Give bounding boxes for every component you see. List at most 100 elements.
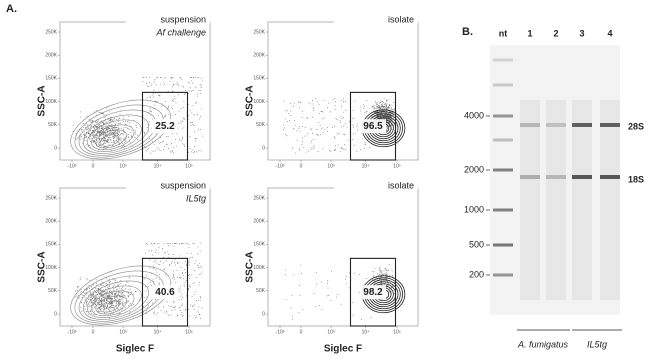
x-tick-label: 10⁴	[362, 329, 370, 335]
y-axis-label: SSC-A	[37, 85, 48, 116]
gel-band	[493, 273, 513, 277]
x-tick-label: 10⁵	[393, 329, 401, 335]
x-axis-label: Siglec F	[324, 344, 362, 355]
y-tick-label: 200K	[45, 219, 57, 225]
y-tick-label: 150K	[45, 76, 57, 82]
plot-title: suspension	[160, 14, 206, 24]
contour	[70, 99, 172, 160]
x-tick-label: 10³	[119, 329, 127, 335]
y-tick-label: 100K	[253, 99, 265, 105]
y-tick-label: 50K	[48, 288, 58, 294]
gel-band	[493, 114, 513, 118]
lane-label: 1	[527, 28, 532, 38]
lane-smear	[546, 100, 566, 300]
gel-band	[520, 123, 540, 127]
contour	[74, 104, 164, 158]
y-tick-label: 100K	[45, 265, 57, 271]
y-tick-label: 50K	[256, 122, 266, 128]
y-tick-label: 150K	[253, 76, 265, 82]
x-tick-label: 10⁵	[185, 163, 193, 169]
x-tick-label: 10⁴	[154, 163, 162, 169]
contour	[78, 275, 157, 322]
gel-band	[572, 123, 592, 127]
plot-title: suspension	[160, 180, 206, 190]
y-tick-label: 0	[54, 145, 57, 151]
panel-b-label: B.	[462, 26, 473, 38]
x-tick-label: -10³	[68, 163, 77, 169]
ladder-label: 1000	[464, 204, 484, 214]
x-tick-label: 10⁵	[393, 163, 401, 169]
gate-label-bg	[360, 119, 386, 134]
y-tick-label: 0	[262, 311, 265, 317]
contour	[82, 280, 150, 320]
gel-band	[493, 138, 513, 142]
gel-band	[546, 123, 566, 127]
gel-band	[600, 175, 620, 179]
group-label: A. fumigatus	[517, 339, 569, 349]
ladder-label: 2000	[464, 164, 484, 174]
gel-band	[493, 83, 513, 87]
ladder-label: 200	[469, 269, 484, 279]
x-tick-label: 10⁴	[154, 329, 162, 335]
y-tick-label: 150K	[45, 242, 57, 248]
lane-smear	[600, 100, 620, 300]
gel-band	[520, 175, 540, 179]
y-tick-label: 200K	[253, 53, 265, 59]
x-tick-label: 10³	[327, 163, 335, 169]
y-tick-label: 200K	[45, 53, 57, 59]
gel-band	[546, 175, 566, 179]
ladder-label: 500	[469, 239, 484, 249]
gate	[141, 257, 189, 327]
gate-value: 96.5	[363, 121, 383, 132]
x-tick-label: 10³	[327, 329, 335, 335]
gate-label-bg	[152, 285, 178, 300]
gate-value: 40.6	[155, 287, 175, 298]
gel-band	[600, 123, 620, 127]
y-axis-label: SSC-A	[245, 85, 256, 116]
gate	[141, 91, 189, 161]
x-tick-label: -10³	[276, 163, 285, 169]
gel-band	[493, 243, 513, 247]
event-dots	[72, 77, 204, 154]
x-axis-label: Siglec F	[116, 344, 154, 355]
x-tick-label: 0	[92, 163, 95, 169]
lane-smear	[520, 100, 540, 300]
lane-smear	[572, 100, 592, 300]
contour	[95, 295, 127, 315]
plot-title: isolate	[388, 180, 414, 190]
gate	[349, 91, 397, 161]
y-tick-label: 200K	[253, 219, 265, 225]
contour	[91, 290, 135, 317]
group-label: IL5tg	[587, 339, 607, 349]
y-tick-label: 0	[262, 145, 265, 151]
x-tick-label: 10⁴	[362, 163, 370, 169]
gel-band	[493, 208, 513, 212]
contour	[87, 285, 142, 318]
contour	[74, 270, 164, 324]
gel-band	[493, 58, 513, 62]
contour	[99, 134, 120, 147]
y-tick-label: 100K	[45, 99, 57, 105]
x-tick-label: 10³	[119, 163, 127, 169]
gel-band	[493, 168, 513, 172]
band-label: 18S	[628, 174, 644, 184]
x-tick-label: -10³	[276, 329, 285, 335]
y-tick-label: 50K	[48, 122, 58, 128]
plot-title: IL5tg	[186, 193, 206, 203]
gate-value: 25.2	[155, 121, 175, 132]
contour	[87, 119, 142, 152]
y-axis-label: SSC-A	[37, 251, 48, 282]
ladder-label: 4000	[464, 110, 484, 120]
x-tick-label: 0	[92, 329, 95, 335]
y-tick-label: 150K	[253, 242, 265, 248]
y-tick-label: 250K	[45, 195, 57, 201]
y-tick-label: 250K	[45, 29, 57, 35]
contour	[91, 124, 135, 151]
y-tick-label: 100K	[253, 265, 265, 271]
y-tick-label: 50K	[256, 288, 266, 294]
gel-band	[572, 175, 592, 179]
x-tick-label: 0	[300, 163, 303, 169]
x-tick-label: 10⁵	[185, 329, 193, 335]
